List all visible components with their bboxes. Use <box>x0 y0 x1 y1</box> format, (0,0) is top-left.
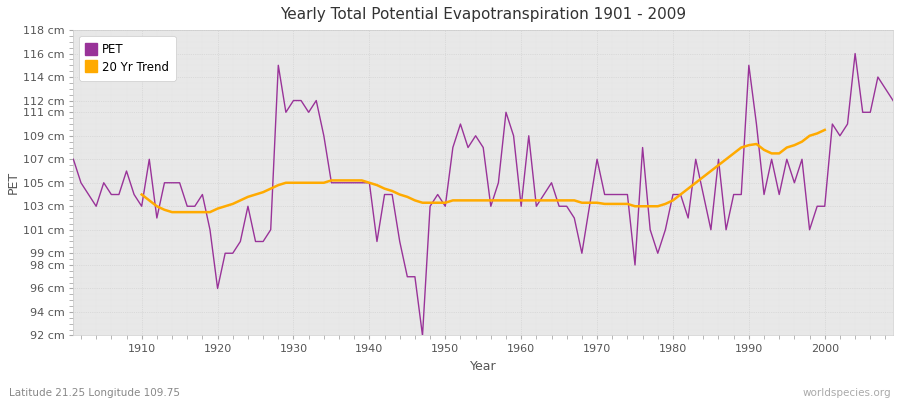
Title: Yearly Total Potential Evapotranspiration 1901 - 2009: Yearly Total Potential Evapotranspiratio… <box>280 7 687 22</box>
Legend: PET, 20 Yr Trend: PET, 20 Yr Trend <box>79 36 176 81</box>
X-axis label: Year: Year <box>470 360 497 373</box>
Text: worldspecies.org: worldspecies.org <box>803 388 891 398</box>
Text: Latitude 21.25 Longitude 109.75: Latitude 21.25 Longitude 109.75 <box>9 388 180 398</box>
Y-axis label: PET: PET <box>7 171 20 194</box>
